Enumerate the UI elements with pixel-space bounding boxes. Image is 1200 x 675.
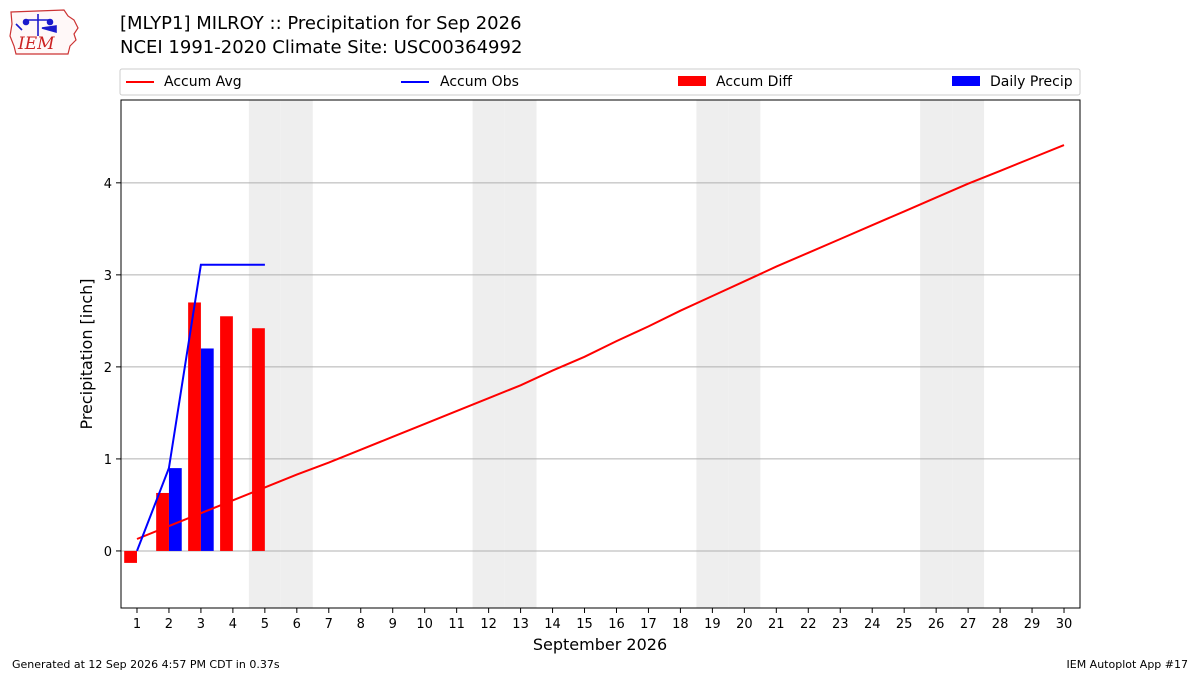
x-axis-label: September 2026 xyxy=(533,635,667,654)
x-tick-label: 14 xyxy=(544,617,561,632)
x-tick-label: 15 xyxy=(576,617,593,632)
legend-daily-precip-swatch xyxy=(952,76,980,86)
x-tick-label: 22 xyxy=(800,617,817,632)
x-tick-label: 13 xyxy=(512,617,529,632)
y-axis-label: Precipitation [inch] xyxy=(77,278,96,429)
x-tick-label: 29 xyxy=(1024,617,1041,632)
x-tick-label: 30 xyxy=(1056,617,1073,632)
legend-frame xyxy=(119,68,1081,96)
weekend-band xyxy=(728,100,761,608)
weather-station-icon xyxy=(15,14,57,36)
x-tick-label: 28 xyxy=(992,617,1009,632)
x-tick-label: 8 xyxy=(357,617,365,632)
x-tick-label: 11 xyxy=(448,617,465,632)
x-tick-label: 18 xyxy=(672,617,689,632)
y-tick-label: 1 xyxy=(104,453,112,468)
daily-precip-bar xyxy=(200,348,214,551)
x-tick-label: 23 xyxy=(832,617,849,632)
plot-frame xyxy=(120,99,1081,609)
chart-subtitle: NCEI 1991-2020 Climate Site: USC00364992 xyxy=(120,37,523,58)
iem-logo: IEM xyxy=(9,9,79,55)
x-tick-label: 26 xyxy=(928,617,945,632)
app-label: IEM Autoplot App #17 xyxy=(1066,658,1189,671)
bar-marks xyxy=(124,302,265,563)
line-marks xyxy=(136,144,1065,552)
legend: Accum Avg Accum Obs Accum Diff Daily Pre… xyxy=(119,68,1081,96)
daily-precip-bar xyxy=(168,468,182,551)
x-tick-label: 24 xyxy=(864,617,881,632)
x-tick-label: 17 xyxy=(640,617,657,632)
y-tick-label: 0 xyxy=(104,545,112,560)
accum-diff-bar xyxy=(124,550,137,563)
weekend-band xyxy=(280,100,313,608)
accum-diff-bar xyxy=(252,328,265,551)
accum-diff-bar xyxy=(188,302,201,551)
x-tick-label: 6 xyxy=(293,617,301,632)
accum-obs-line xyxy=(136,263,265,552)
x-tick-label: 3 xyxy=(197,617,205,632)
x-tick-label: 7 xyxy=(325,617,333,632)
legend-accum-avg-label: Accum Avg xyxy=(164,74,242,90)
x-tick-label: 19 xyxy=(704,617,721,632)
x-tick-label: 9 xyxy=(389,617,397,632)
weekend-band xyxy=(696,100,729,608)
weekend-band xyxy=(920,100,953,608)
x-tick-label: 10 xyxy=(416,617,433,632)
chart-title: [MLYP1] MILROY :: Precipitation for Sep … xyxy=(120,13,522,34)
accum-diff-bar xyxy=(156,492,169,551)
gridlines xyxy=(121,182,1080,552)
x-tick-label: 1 xyxy=(133,617,141,632)
y-tick-label: 3 xyxy=(104,269,112,284)
logo-text: IEM xyxy=(17,34,55,54)
accum-diff-bar xyxy=(220,316,233,551)
weekend-bands xyxy=(248,100,985,608)
legend-accum-obs-label: Accum Obs xyxy=(440,74,519,90)
y-tick-label: 4 xyxy=(104,177,112,192)
x-tick-label: 21 xyxy=(768,617,785,632)
x-tick-label: 16 xyxy=(608,617,625,632)
x-tick-label: 2 xyxy=(165,617,173,632)
x-tick-label: 20 xyxy=(736,617,753,632)
legend-accum-diff-label: Accum Diff xyxy=(716,74,792,90)
x-tick-label: 5 xyxy=(261,617,269,632)
x-axis-ticks: 1 2 3 4 5 6 7 8 9 10 11 12 13 14 15 16 17 18 19 20 21 22 23 24 2… xyxy=(133,608,1072,632)
legend-accum-diff-swatch xyxy=(678,76,706,86)
x-tick-label: 25 xyxy=(896,617,913,632)
x-tick-label: 4 xyxy=(229,617,237,632)
weekend-band xyxy=(472,100,505,608)
x-tick-label: 27 xyxy=(960,617,977,632)
weekend-band xyxy=(504,100,537,608)
x-tick-label: 12 xyxy=(480,617,497,632)
generated-timestamp: Generated at 12 Sep 2026 4:57 PM CDT in … xyxy=(12,658,280,671)
legend-daily-precip-label: Daily Precip xyxy=(990,74,1073,90)
accum-avg-line xyxy=(136,144,1065,540)
y-axis-ticks: 0 1 2 3 4 xyxy=(104,177,121,560)
weekend-band xyxy=(952,100,985,608)
y-tick-label: 2 xyxy=(104,361,112,376)
